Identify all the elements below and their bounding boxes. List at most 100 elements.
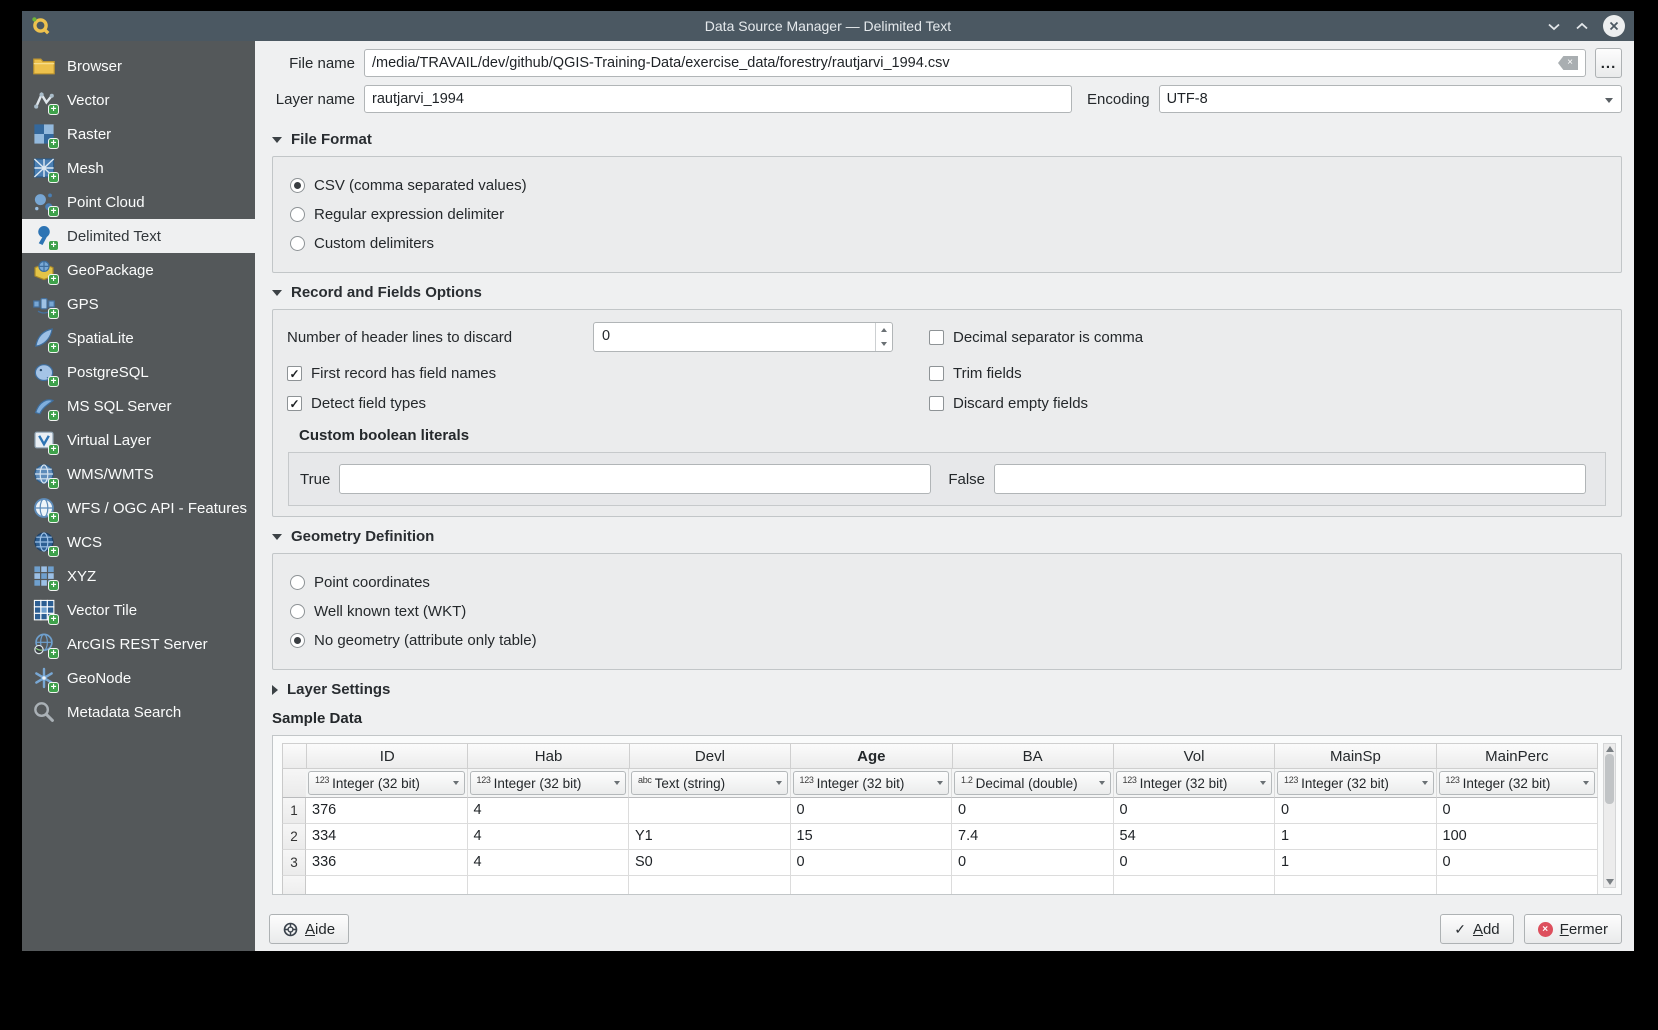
column-header[interactable]: MainPerc	[1435, 743, 1598, 769]
table-cell: 100	[1436, 824, 1598, 850]
sidebar-item[interactable]: + ArcGIS REST Server	[22, 627, 255, 661]
column-header[interactable]: Hab	[467, 743, 629, 769]
geometry-definition-section-header[interactable]: Geometry Definition	[272, 528, 1622, 545]
geometry-option[interactable]: Point coordinates	[290, 574, 1604, 591]
radio-icon[interactable]	[290, 575, 305, 590]
sidebar-item[interactable]: + Mesh	[22, 151, 255, 185]
window-title: Data Source Manager — Delimited Text	[704, 18, 952, 34]
spin-down-button[interactable]	[876, 337, 892, 351]
scroll-up-icon[interactable]	[1605, 746, 1614, 752]
column-header[interactable]: MainSp	[1274, 743, 1436, 769]
file-name-input[interactable]: /media/TRAVAIL/dev/github/QGIS-Training-…	[364, 49, 1586, 77]
checkbox-icon[interactable]	[929, 396, 944, 411]
column-header[interactable]: BA	[951, 743, 1113, 769]
sidebar-item[interactable]: + Virtual Layer	[22, 423, 255, 457]
row-number: 3	[282, 850, 306, 876]
file-format-option[interactable]: CSV (comma separated values)	[290, 177, 1604, 194]
table-cell: 54	[1113, 824, 1275, 850]
geometry-option[interactable]: No geometry (attribute only table)	[290, 632, 1604, 649]
table-cell	[629, 798, 791, 824]
sidebar-item[interactable]: + Vector Tile	[22, 593, 255, 627]
sidebar-item[interactable]: + WMS/WMTS	[22, 457, 255, 491]
geometry-option[interactable]: Well known text (WKT)	[290, 603, 1604, 620]
column-header[interactable]: Devl	[628, 743, 791, 769]
browse-file-button[interactable]: ...	[1595, 48, 1622, 78]
close-dialog-button[interactable]: × Fermer	[1523, 914, 1622, 944]
radio-icon[interactable]	[290, 604, 305, 619]
corner-header-cell	[282, 743, 306, 769]
sidebar-item[interactable]: + Browser	[22, 49, 255, 83]
clear-field-icon[interactable]: ×	[1558, 56, 1578, 70]
sidebar-item[interactable]: + WFS / OGC API - Features	[22, 491, 255, 525]
checkbox-icon[interactable]	[929, 366, 944, 381]
radio-icon[interactable]	[290, 178, 305, 193]
radio-label: Regular expression delimiter	[314, 206, 505, 223]
sidebar-item[interactable]: + Delimited Text	[22, 219, 255, 253]
dialog-button-row: Aide ✓ Add × Fermer	[269, 913, 1622, 945]
false-literal-input[interactable]	[994, 464, 1587, 494]
file-format-section-header[interactable]: File Format	[272, 131, 1622, 148]
file-format-option[interactable]: Regular expression delimiter	[290, 206, 1604, 223]
header-lines-spinbox[interactable]: 0	[593, 322, 893, 352]
help-button[interactable]: Aide	[269, 914, 350, 944]
table-cell: 0	[952, 798, 1114, 824]
sidebar-item-label: WCS	[67, 533, 102, 551]
radio-icon[interactable]	[290, 207, 305, 222]
sidebar-item[interactable]: + Raster	[22, 117, 255, 151]
field-type-dropdown[interactable]: 123 Integer (32 bit)	[1115, 771, 1272, 795]
record-options-section-header[interactable]: Record and Fields Options	[272, 284, 1622, 301]
field-type-dropdown[interactable]: 123 Integer (32 bit)	[469, 771, 626, 795]
radio-icon[interactable]	[290, 633, 305, 648]
sidebar-item[interactable]: + Point Cloud	[22, 185, 255, 219]
sidebar-item[interactable]: + PostgreSQL	[22, 355, 255, 389]
sidebar-item[interactable]: + Metadata Search	[22, 695, 255, 729]
discard-empty-fields-checkbox-row[interactable]: Discard empty fields	[929, 395, 1607, 412]
column-header[interactable]: Age	[790, 743, 952, 769]
checkbox-icon[interactable]	[929, 329, 944, 345]
checkbox-icon[interactable]	[287, 396, 302, 411]
add-button[interactable]: ✓ Add	[1440, 914, 1514, 944]
spin-up-button[interactable]	[876, 323, 892, 337]
field-type-dropdown[interactable]: 123 Integer (32 bit)	[1277, 771, 1434, 795]
true-literal-input[interactable]	[339, 464, 932, 494]
field-type-dropdown[interactable]: abc Text (string)	[631, 771, 788, 795]
sidebar-item[interactable]: + WCS	[22, 525, 255, 559]
trim-fields-checkbox-row[interactable]: Trim fields	[929, 365, 1607, 382]
decimal-separator-checkbox-row[interactable]: Decimal separator is comma	[929, 329, 1607, 346]
column-header[interactable]: Vol	[1112, 743, 1275, 769]
checkbox-icon[interactable]	[287, 366, 302, 381]
field-type-dropdown[interactable]: 123 Integer (32 bit)	[308, 771, 465, 795]
radio-icon[interactable]	[290, 236, 305, 251]
detect-field-types-checkbox-row[interactable]: Detect field types	[287, 395, 929, 412]
sidebar-item-label: Vector Tile	[67, 601, 138, 619]
field-type-dropdown[interactable]: 123 Integer (32 bit)	[792, 771, 949, 795]
sidebar-item[interactable]: + MS SQL Server	[22, 389, 255, 423]
file-format-option[interactable]: Custom delimiters	[290, 235, 1604, 252]
sidebar-item-label: WMS/WMTS	[67, 465, 154, 483]
sidebar-item[interactable]: + SpatiaLite	[22, 321, 255, 355]
type-prefix-icon: 123	[476, 774, 491, 785]
table-cell	[1436, 876, 1598, 894]
sidebar-item[interactable]: + Vector	[22, 83, 255, 117]
sidebar-item-label: Delimited Text	[67, 227, 161, 245]
chevron-up-button[interactable]	[1575, 22, 1589, 31]
field-type-dropdown[interactable]: 123 Integer (32 bit)	[1438, 771, 1595, 795]
scroll-down-icon[interactable]	[1605, 879, 1614, 885]
first-record-checkbox-row[interactable]: First record has field names	[287, 365, 929, 382]
sidebar-item[interactable]: + GPS	[22, 287, 255, 321]
field-type-dropdown[interactable]: 1.2 Decimal (double)	[954, 771, 1111, 795]
table-vertical-scrollbar[interactable]	[1603, 743, 1616, 888]
arcgis-icon: +	[32, 632, 59, 659]
sidebar-item[interactable]: + GeoPackage	[22, 253, 255, 287]
layer-settings-section-header[interactable]: Layer Settings	[272, 681, 1622, 698]
chevron-down-button[interactable]	[1547, 22, 1561, 31]
sidebar-item[interactable]: + XYZ	[22, 559, 255, 593]
table-header-row: ID Hab Devl Age BA Vol MainSp MainPerc	[282, 743, 1598, 769]
close-button[interactable]	[1603, 15, 1625, 37]
layer-name-input[interactable]: rautjarvi_1994	[364, 85, 1072, 113]
column-header[interactable]: ID	[306, 743, 468, 769]
encoding-combobox[interactable]: UTF-8	[1158, 85, 1622, 113]
sidebar-item[interactable]: + GeoNode	[22, 661, 255, 695]
type-label: Integer (32 bit)	[1301, 775, 1389, 791]
scrollbar-thumb[interactable]	[1605, 754, 1614, 804]
